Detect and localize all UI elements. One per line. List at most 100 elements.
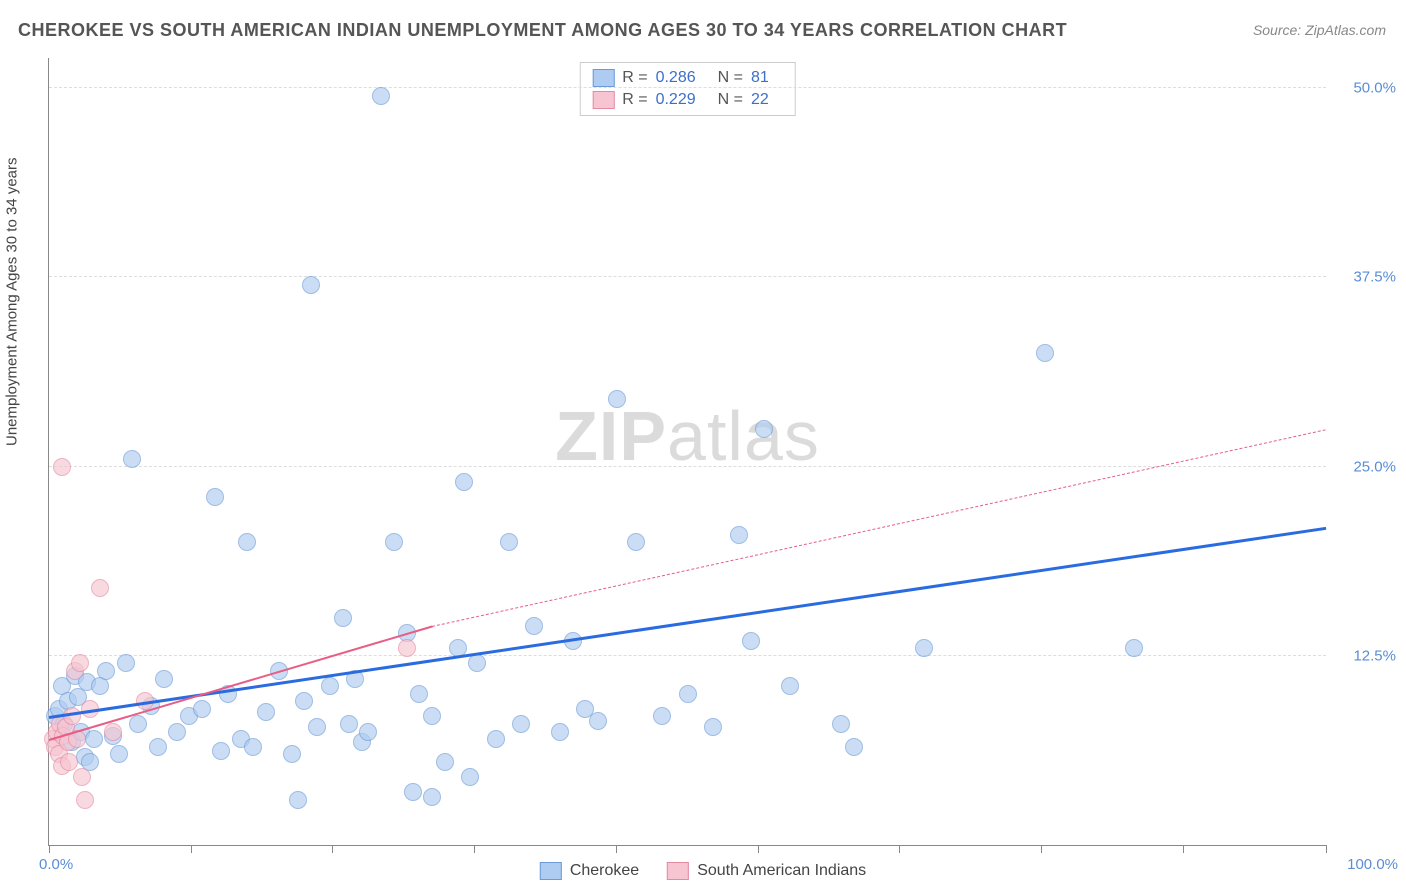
marker-cherokee — [385, 533, 403, 551]
marker-sai — [91, 579, 109, 597]
marker-cherokee — [206, 488, 224, 506]
x-max-label: 100.0% — [1347, 856, 1398, 873]
marker-sai — [104, 723, 122, 741]
marker-cherokee — [525, 617, 543, 635]
marker-cherokee — [302, 276, 320, 294]
legend-swatch-cherokee — [540, 862, 562, 880]
marker-cherokee — [845, 738, 863, 756]
marker-cherokee — [487, 730, 505, 748]
legend-swatch-cherokee — [592, 69, 614, 87]
gridline — [49, 466, 1326, 467]
y-tick-label: 25.0% — [1353, 458, 1396, 475]
marker-cherokee — [404, 783, 422, 801]
marker-cherokee — [653, 707, 671, 725]
legend-label: Cherokee — [570, 862, 639, 880]
marker-cherokee — [423, 707, 441, 725]
marker-cherokee — [436, 753, 454, 771]
marker-cherokee — [334, 609, 352, 627]
marker-cherokee — [455, 473, 473, 491]
watermark: ZIPatlas — [555, 396, 820, 476]
marker-cherokee — [359, 723, 377, 741]
y-axis-label: Unemployment Among Ages 30 to 34 years — [4, 157, 21, 446]
marker-sai — [76, 791, 94, 809]
legend-label: South American Indians — [697, 862, 866, 880]
marker-cherokee — [193, 700, 211, 718]
marker-sai — [53, 458, 71, 476]
x-tick — [1041, 845, 1042, 853]
marker-cherokee — [238, 533, 256, 551]
marker-sai — [60, 753, 78, 771]
marker-cherokee — [1036, 344, 1054, 362]
marker-cherokee — [155, 670, 173, 688]
marker-cherokee — [283, 745, 301, 763]
x-tick — [616, 845, 617, 853]
r-label: R = — [622, 91, 647, 109]
marker-cherokee — [212, 742, 230, 760]
watermark-atlas: atlas — [667, 397, 820, 475]
r-label: R = — [622, 69, 647, 87]
marker-cherokee — [85, 730, 103, 748]
marker-cherokee — [149, 738, 167, 756]
legend-stats-row-1: R = 0.229 N = 22 — [592, 89, 783, 111]
legend-stats: R = 0.286 N = 81 R = 0.229 N = 22 — [579, 62, 796, 116]
source-label: Source: ZipAtlas.com — [1253, 22, 1386, 38]
marker-cherokee — [321, 677, 339, 695]
marker-sai — [398, 639, 416, 657]
marker-cherokee — [168, 723, 186, 741]
n-label: N = — [718, 91, 743, 109]
marker-cherokee — [551, 723, 569, 741]
marker-cherokee — [423, 788, 441, 806]
legend-swatch-sai — [667, 862, 689, 880]
marker-sai — [71, 654, 89, 672]
marker-cherokee — [500, 533, 518, 551]
marker-cherokee — [742, 632, 760, 650]
gridline — [49, 87, 1326, 88]
x-min-label: 0.0% — [39, 856, 73, 873]
y-tick-label: 37.5% — [1353, 269, 1396, 286]
x-tick — [49, 845, 50, 853]
marker-cherokee — [97, 662, 115, 680]
marker-cherokee — [468, 654, 486, 672]
legend-item-cherokee: Cherokee — [540, 862, 639, 880]
marker-cherokee — [589, 712, 607, 730]
r-value-1: 0.229 — [656, 91, 696, 109]
marker-cherokee — [627, 533, 645, 551]
marker-cherokee — [123, 450, 141, 468]
marker-cherokee — [110, 745, 128, 763]
n-label: N = — [718, 69, 743, 87]
marker-cherokee — [461, 768, 479, 786]
gridline — [49, 276, 1326, 277]
marker-cherokee — [608, 390, 626, 408]
plot-area: ZIPatlas R = 0.286 N = 81 R = 0.229 N = … — [48, 58, 1326, 846]
marker-cherokee — [289, 791, 307, 809]
x-tick — [332, 845, 333, 853]
marker-sai — [73, 768, 91, 786]
marker-cherokee — [679, 685, 697, 703]
x-tick — [1326, 845, 1327, 853]
chart-container: CHEROKEE VS SOUTH AMERICAN INDIAN UNEMPL… — [0, 0, 1406, 892]
x-tick — [474, 845, 475, 853]
y-tick-label: 12.5% — [1353, 647, 1396, 664]
marker-cherokee — [755, 420, 773, 438]
marker-cherokee — [730, 526, 748, 544]
marker-cherokee — [340, 715, 358, 733]
marker-cherokee — [704, 718, 722, 736]
legend-swatch-sai — [592, 91, 614, 109]
marker-cherokee — [244, 738, 262, 756]
y-tick-label: 50.0% — [1353, 80, 1396, 97]
marker-cherokee — [117, 654, 135, 672]
marker-cherokee — [129, 715, 147, 733]
chart-title: CHEROKEE VS SOUTH AMERICAN INDIAN UNEMPL… — [18, 20, 1067, 41]
marker-cherokee — [1125, 639, 1143, 657]
legend-item-sai: South American Indians — [667, 862, 866, 880]
marker-cherokee — [308, 718, 326, 736]
x-tick — [758, 845, 759, 853]
marker-cherokee — [915, 639, 933, 657]
marker-cherokee — [410, 685, 428, 703]
legend-series: Cherokee South American Indians — [540, 862, 866, 880]
marker-cherokee — [781, 677, 799, 695]
r-value-0: 0.286 — [656, 69, 696, 87]
x-tick — [1183, 845, 1184, 853]
n-value-0: 81 — [751, 69, 769, 87]
marker-cherokee — [257, 703, 275, 721]
